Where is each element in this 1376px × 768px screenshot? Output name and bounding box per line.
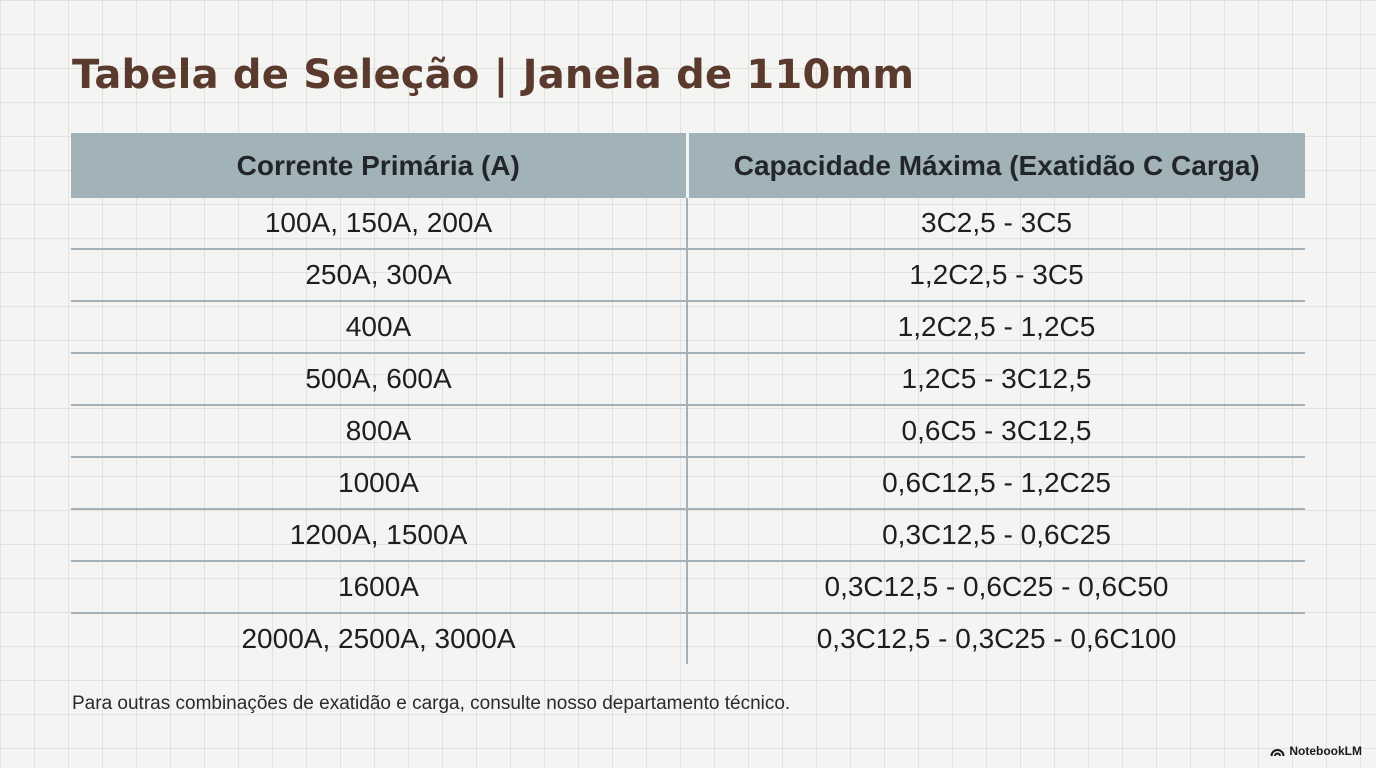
notebooklm-logo-icon <box>1270 746 1285 757</box>
table-row: 1600A 0,3C12,5 - 0,6C25 - 0,6C50 <box>71 561 1305 614</box>
cell-corrente: 1600A <box>71 561 688 614</box>
cell-capacidade: 3C2,5 - 3C5 <box>687 198 1305 250</box>
cell-capacidade: 0,3C12,5 - 0,6C25 <box>687 509 1305 562</box>
cell-corrente: 1200A, 1500A <box>71 509 688 562</box>
cell-corrente: 100A, 150A, 200A <box>71 198 688 250</box>
table-row: 1200A, 1500A 0,3C12,5 - 0,6C25 <box>71 509 1305 562</box>
table-row: 2000A, 2500A, 3000A 0,3C12,5 - 0,3C25 - … <box>71 613 1305 664</box>
cell-corrente: 250A, 300A <box>71 249 688 302</box>
table-row: 800A 0,6C5 - 3C12,5 <box>71 405 1305 458</box>
cell-capacidade: 0,3C12,5 - 0,3C25 - 0,6C100 <box>816 623 1177 654</box>
cell-capacidade: 0,6C12,5 - 1,2C25 <box>687 457 1305 510</box>
cell-capacidade: 1,2C5 - 3C12,5 <box>687 353 1305 406</box>
table-row: 500A, 600A 1,2C5 - 3C12,5 <box>71 353 1305 406</box>
cell-corrente: 1000A <box>71 457 688 510</box>
header-corrente-primaria: Corrente Primária (A) <box>71 133 689 198</box>
cell-capacidade: 0,3C12,5 - 0,6C25 - 0,6C50 <box>687 561 1305 614</box>
selection-table-container: Corrente Primária (A) Capacidade Máxima … <box>71 133 1305 664</box>
cell-capacidade: 1,2C2,5 - 1,2C5 <box>687 301 1305 354</box>
cell-corrente: 500A, 600A <box>71 353 688 406</box>
selection-table: Corrente Primária (A) Capacidade Máxima … <box>71 133 1305 664</box>
cell-capacidade: 1,2C2,5 - 3C5 <box>687 249 1305 302</box>
table-row: 400A 1,2C2,5 - 1,2C5 <box>71 301 1305 354</box>
cell-corrente: 2000A, 2500A, 3000A <box>71 613 688 664</box>
table-row: 250A, 300A 1,2C2,5 - 3C5 <box>71 249 1305 302</box>
brand-label: NotebookLM <box>1289 744 1362 758</box>
table-row: 100A, 150A, 200A 3C2,5 - 3C5 <box>71 198 1305 250</box>
table-header-row: Corrente Primária (A) Capacidade Máxima … <box>71 133 1305 198</box>
notebooklm-watermark: NotebookLM <box>1270 744 1362 758</box>
cell-corrente: 400A <box>71 301 688 354</box>
table-row: 1000A 0,6C12,5 - 1,2C25 <box>71 457 1305 510</box>
cell-capacidade: 0,6C5 - 3C12,5 <box>687 405 1305 458</box>
header-capacidade-maxima: Capacidade Máxima (Exatidão C Carga) <box>687 133 1305 198</box>
page-title: Tabela de Seleção | Janela de 110mm <box>72 52 915 98</box>
cell-corrente: 800A <box>71 405 688 458</box>
footnote: Para outras combinações de exatidão e ca… <box>72 693 791 714</box>
